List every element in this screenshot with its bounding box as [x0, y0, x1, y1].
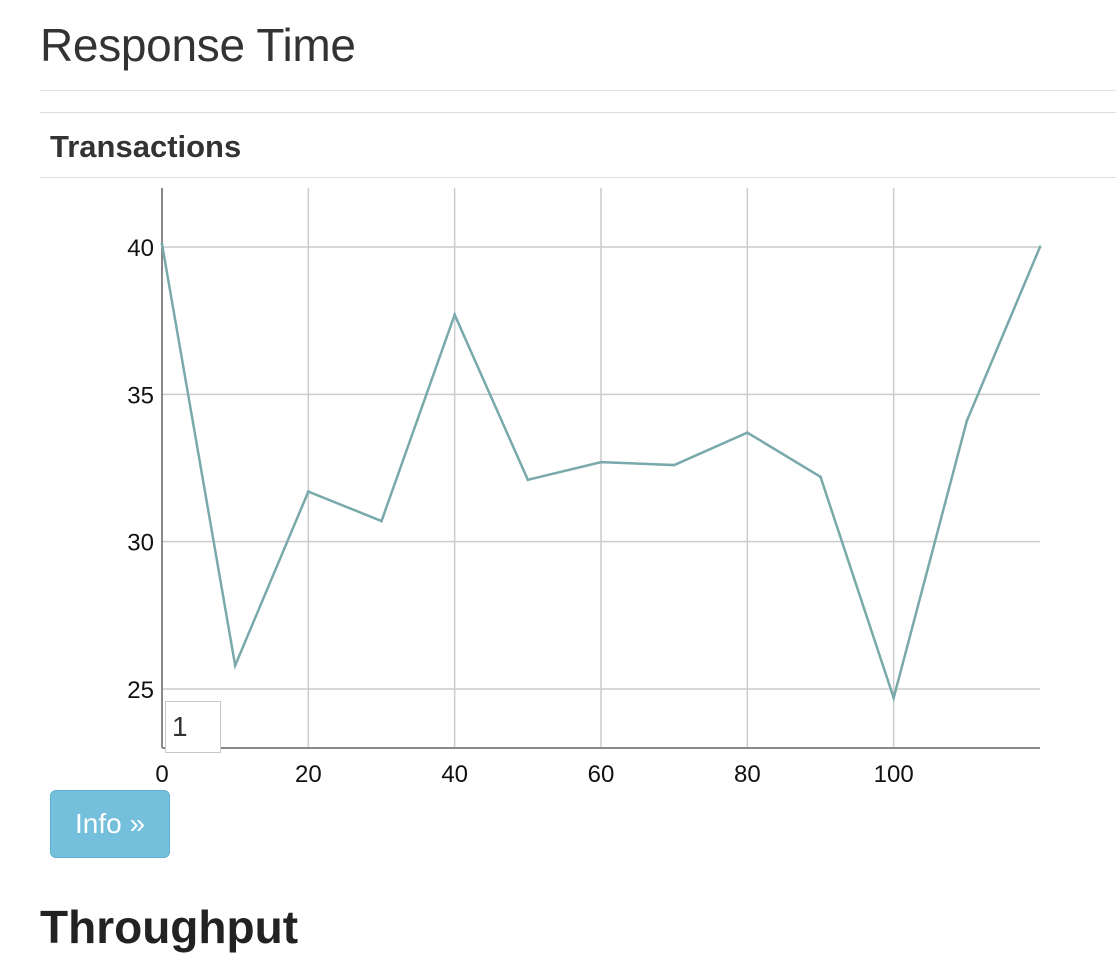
x-tick-label: 40 — [441, 761, 468, 788]
y-tick-label: 40 — [127, 235, 154, 262]
data-point — [526, 478, 530, 482]
y-tick-label: 25 — [127, 677, 154, 704]
x-tick-label: 0 — [155, 761, 168, 788]
data-point — [819, 475, 822, 479]
data-point — [672, 463, 676, 467]
x-tick-label: 80 — [734, 761, 761, 788]
throughput-heading: Throughput — [40, 901, 299, 953]
data-point — [306, 490, 310, 493]
data-point — [233, 664, 237, 667]
chart-series-layer — [160, 242, 1042, 703]
chart-grid — [162, 188, 1040, 748]
data-point — [599, 460, 603, 464]
y-tick-label: 30 — [127, 530, 154, 557]
info-button[interactable]: Info » — [50, 790, 170, 858]
panel-title: Transactions — [50, 129, 242, 164]
data-point — [160, 242, 164, 246]
y-tick-label: 35 — [127, 382, 154, 409]
chart-tick-labels: 0 20 40 60 80 100 25 30 35 40 — [127, 235, 913, 788]
data-point — [453, 313, 457, 317]
data-point — [1038, 245, 1042, 249]
data-point — [745, 431, 749, 435]
data-point — [892, 696, 896, 700]
chart-axes — [161, 188, 1040, 749]
panel-heading: Transactions — [40, 112, 1116, 178]
data-point — [965, 419, 969, 423]
x-tick-label: 20 — [295, 761, 322, 788]
response-time-chart: 0 20 40 60 80 100 25 30 35 40 — [127, 188, 1042, 788]
header-divider — [40, 90, 1116, 91]
x-tick-label: 60 — [588, 761, 615, 788]
data-point — [380, 519, 383, 523]
x-tick-label: 100 — [874, 761, 914, 788]
rolling-period-input[interactable] — [165, 701, 221, 753]
page-title: Response Time — [40, 19, 356, 71]
